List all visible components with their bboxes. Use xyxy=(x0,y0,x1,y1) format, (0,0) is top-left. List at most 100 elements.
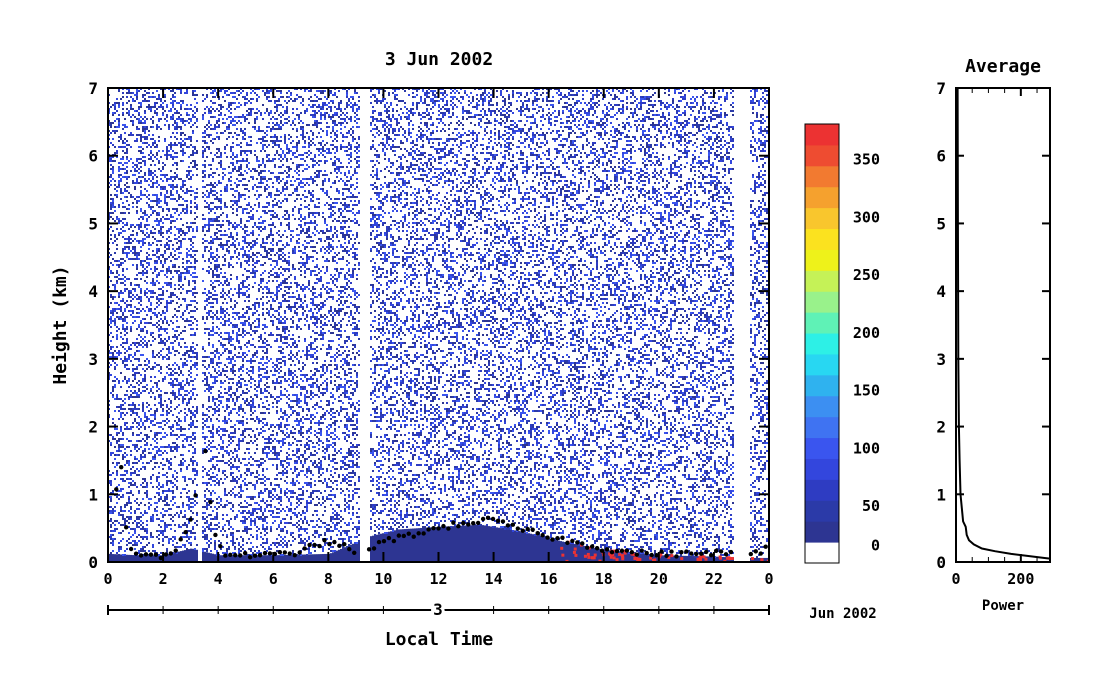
heatmap-cell xyxy=(230,176,232,178)
heatmap-cell xyxy=(194,198,196,200)
heatmap-cell xyxy=(138,90,140,92)
heatmap-cell xyxy=(150,536,152,538)
heatmap-cell xyxy=(130,310,132,312)
heatmap-cell xyxy=(158,394,160,396)
heatmap-cell xyxy=(214,286,216,288)
heatmap-cell xyxy=(168,236,170,238)
heatmap-cell xyxy=(126,438,128,440)
heatmap-cell xyxy=(184,330,186,332)
heatmap-cell xyxy=(148,96,150,98)
heatmap-dense-column xyxy=(232,555,234,562)
heatmap-cell xyxy=(240,164,242,166)
heatmap-cell xyxy=(160,402,162,404)
heatmap-cell xyxy=(154,96,156,98)
heatmap-cell xyxy=(130,108,132,110)
heatmap-cell xyxy=(156,492,158,494)
heatmap-cell xyxy=(220,226,222,228)
heatmap-cell xyxy=(224,272,226,274)
heatmap-cell xyxy=(142,424,144,426)
heatmap-cell xyxy=(138,172,140,174)
heatmap-cell xyxy=(116,280,118,282)
heatmap-cell xyxy=(244,484,246,486)
heatmap-cell xyxy=(134,462,136,464)
heatmap-cell xyxy=(158,230,160,232)
heatmap-cell xyxy=(226,376,228,378)
heatmap-cell xyxy=(224,492,226,494)
heatmap-cell xyxy=(210,352,212,354)
heatmap-cell xyxy=(236,302,238,304)
heatmap-cell xyxy=(138,350,140,352)
heatmap-cell xyxy=(168,154,170,156)
heatmap-cell xyxy=(212,328,214,330)
heatmap-cell xyxy=(188,230,190,232)
heatmap-cell xyxy=(178,194,180,196)
heatmap-dense-column xyxy=(136,555,138,562)
heatmap-cell xyxy=(186,360,188,362)
heatmap-cell xyxy=(204,166,206,168)
heatmap-cell xyxy=(208,490,210,492)
heatmap-cell xyxy=(204,140,206,142)
heatmap-cell xyxy=(192,292,194,294)
heatmap-cell xyxy=(144,492,146,494)
heatmap-cell xyxy=(148,542,150,544)
heatmap-cell xyxy=(214,350,216,352)
heatmap-cell xyxy=(214,280,216,282)
heatmap-cell xyxy=(180,430,182,432)
heatmap-cell xyxy=(138,326,140,328)
heatmap-cell xyxy=(162,180,164,182)
heatmap-cell xyxy=(176,444,178,446)
heatmap-cell xyxy=(148,436,150,438)
heatmap-cell xyxy=(176,122,178,124)
heatmap-cell xyxy=(122,474,124,476)
heatmap-cell xyxy=(122,124,124,126)
heatmap-cell xyxy=(190,380,192,382)
heatmap-cell xyxy=(228,528,230,530)
heatmap-cell xyxy=(166,348,168,350)
heatmap-cell xyxy=(226,420,228,422)
heatmap-cell xyxy=(150,164,152,166)
heatmap-cell xyxy=(166,536,168,538)
heatmap-cell xyxy=(142,410,144,412)
heatmap-cell xyxy=(216,92,218,94)
heatmap-cell xyxy=(162,538,164,540)
heatmap-cell xyxy=(228,358,230,360)
heatmap-cell xyxy=(212,160,214,162)
heatmap-cell xyxy=(180,160,182,162)
heatmap-cell xyxy=(132,120,134,122)
heatmap-cell xyxy=(118,176,120,178)
heatmap-cell xyxy=(174,354,176,356)
heatmap-cell xyxy=(220,530,222,532)
heatmap-cell xyxy=(126,178,128,180)
heatmap-cell xyxy=(172,382,174,384)
heatmap-cell xyxy=(142,462,144,464)
heatmap-cell xyxy=(240,408,242,410)
heatmap-cell xyxy=(146,128,148,130)
heatmap-cell xyxy=(184,418,186,420)
heatmap-cell xyxy=(238,90,240,92)
heatmap-cell xyxy=(208,192,210,194)
heatmap-cell xyxy=(216,280,218,282)
heatmap-cell xyxy=(114,284,116,286)
heatmap-dense-column xyxy=(242,555,244,562)
heatmap-cell xyxy=(122,292,124,294)
heatmap-cell xyxy=(144,536,146,538)
heatmap-cell xyxy=(184,420,186,422)
heatmap-cell xyxy=(112,272,114,274)
heatmap-cell xyxy=(172,498,174,500)
heatmap-cell xyxy=(166,258,168,260)
heatmap-cell xyxy=(192,276,194,278)
heatmap-cell xyxy=(186,272,188,274)
heatmap-cell xyxy=(112,122,114,124)
heatmap-cell xyxy=(214,356,216,358)
heatmap-cell xyxy=(218,156,220,158)
heatmap-cell xyxy=(146,384,148,386)
heatmap-cell xyxy=(162,162,164,164)
heatmap-cell xyxy=(128,464,130,466)
heatmap-cell xyxy=(122,488,124,490)
heatmap-cell xyxy=(234,480,236,482)
heatmap-dense-column xyxy=(116,554,118,562)
heatmap-cell xyxy=(182,182,184,184)
heatmap-cell xyxy=(186,402,188,404)
heatmap-cell xyxy=(128,192,130,194)
heatmap-cell xyxy=(204,288,206,290)
